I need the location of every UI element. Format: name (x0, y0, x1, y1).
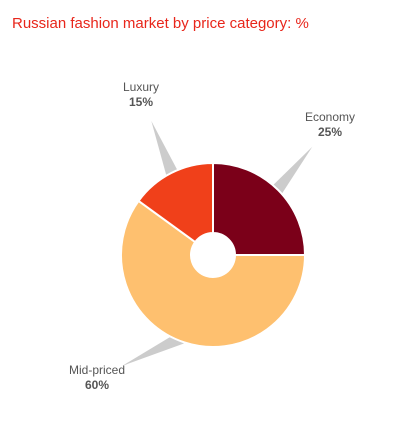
slice (212, 161, 307, 256)
chart-title: Russian fashion market by price category… (12, 15, 309, 32)
slice (137, 161, 214, 244)
pointer (151, 121, 182, 183)
value-label: 15% (129, 95, 153, 109)
value-label: 60% (85, 378, 109, 392)
slice-label: Mid-priced (69, 363, 125, 377)
slice-label: Economy (305, 110, 355, 124)
slice-label: Luxury (123, 80, 159, 94)
slice (120, 199, 307, 348)
value-label: 25% (318, 125, 342, 139)
pointer (266, 146, 313, 201)
